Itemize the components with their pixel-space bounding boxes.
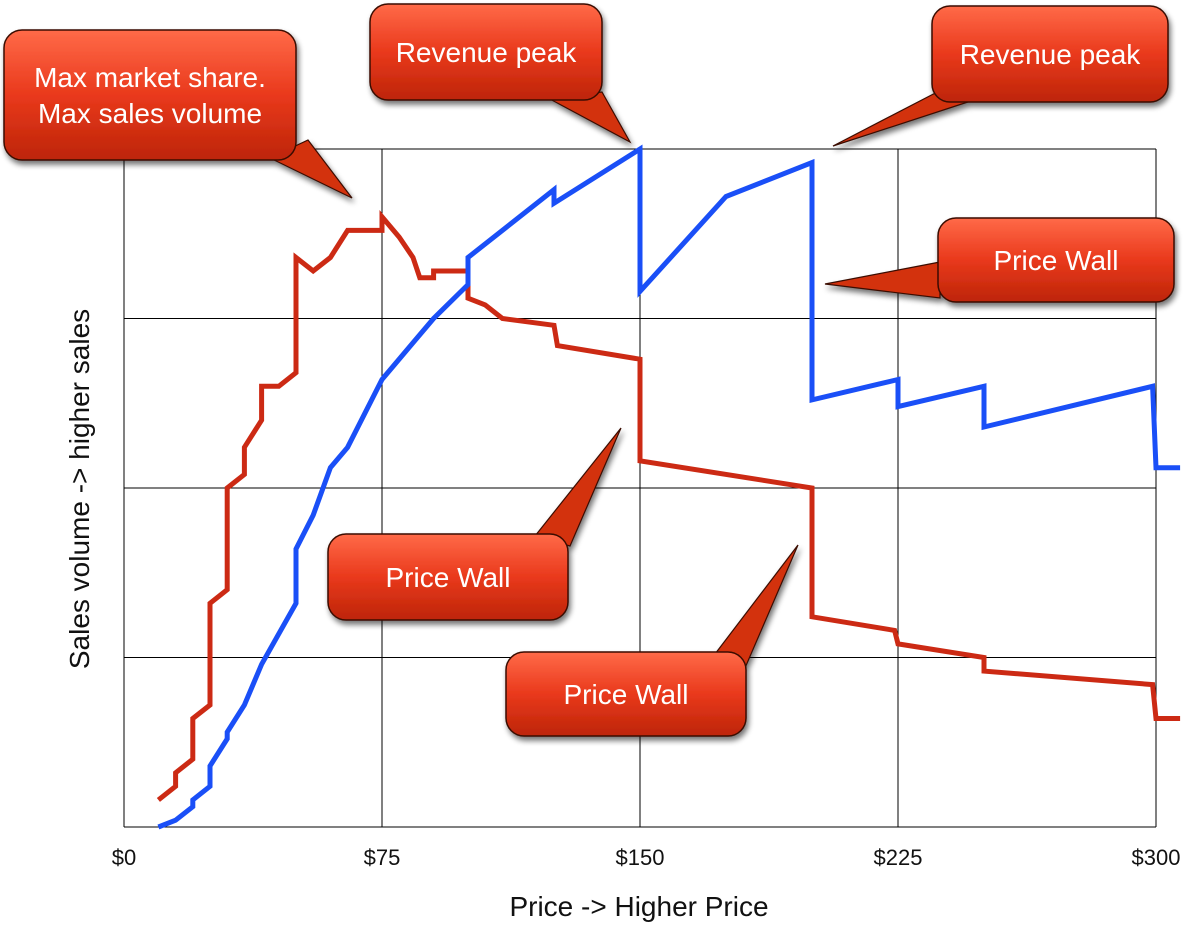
callout-box (327, 533, 569, 621)
callout-box (369, 3, 603, 101)
x-tick-label: $150 (616, 845, 665, 870)
series-line-2 (157, 144, 1181, 830)
y-axis-title: Sales volume -> higher sales (64, 309, 95, 669)
callout-pointer (714, 544, 799, 669)
x-tick-label: $225 (874, 845, 923, 870)
x-axis-ticks: $0 $75 $150 $225 $300 (112, 845, 1181, 870)
callout-box (931, 5, 1169, 103)
chart-series (156, 144, 1181, 830)
callout-6: Price Wall (505, 544, 799, 737)
callout-text: Max sales volume (38, 98, 262, 129)
callout-text: Revenue peak (396, 37, 578, 68)
callout-box (505, 651, 747, 737)
callout-pointer (824, 261, 941, 299)
callout-box (937, 217, 1175, 303)
x-tick-label: $75 (364, 845, 401, 870)
callout-text: Price Wall (386, 562, 511, 593)
callout-box (3, 29, 297, 161)
callout-pointer (533, 427, 622, 547)
callout-1: Max market share. Max sales volume (3, 29, 353, 199)
callout-2: Revenue peak (369, 3, 632, 144)
x-axis-title: Price -> Higher Price (509, 891, 768, 922)
callout-5: Price Wall (327, 427, 622, 621)
callout-text: Max market share. (34, 62, 266, 93)
chart-callouts: Max market share. Max sales volume Revenue… (3, 3, 1175, 737)
callout-3: Revenue peak (832, 5, 1169, 147)
callout-text: Price Wall (564, 679, 689, 710)
callout-text: Revenue peak (960, 39, 1142, 70)
x-tick-label: $300 (1132, 845, 1181, 870)
series-line-1 (156, 209, 1181, 802)
x-tick-label: $0 (112, 845, 136, 870)
callout-text: Price Wall (994, 245, 1119, 276)
callout-4: Price Wall (824, 217, 1175, 303)
